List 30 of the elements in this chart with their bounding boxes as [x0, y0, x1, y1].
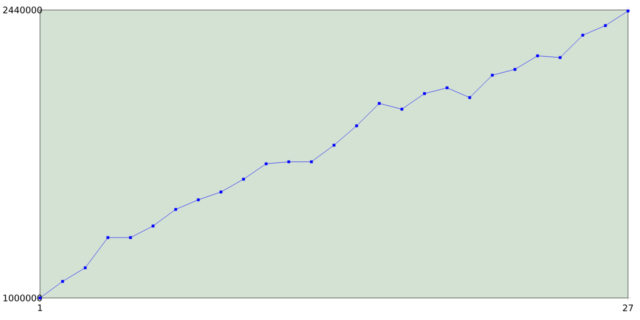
point: [378, 102, 381, 105]
point: [604, 24, 607, 27]
point: [581, 34, 584, 37]
point: [558, 56, 562, 59]
point: [220, 190, 222, 194]
point: [514, 68, 516, 71]
point: [355, 124, 358, 128]
y-tick-label: 1000000: [4, 294, 42, 302]
point: [106, 236, 110, 239]
point: [536, 54, 539, 58]
x-tick-label: 1: [38, 304, 42, 312]
point: [310, 160, 313, 164]
point: [152, 224, 154, 228]
point: [61, 280, 64, 283]
point: [400, 108, 404, 111]
point: [490, 74, 494, 77]
point: [468, 96, 472, 99]
y-tick-label: 2440000: [3, 6, 42, 14]
point: [264, 162, 268, 166]
point: [242, 178, 245, 181]
point: [626, 10, 630, 12]
point: [129, 236, 132, 239]
point: [423, 92, 426, 95]
point: [446, 86, 448, 90]
point: [332, 144, 336, 147]
point: [196, 198, 200, 202]
x-tick-label: 27: [622, 304, 633, 312]
point: [287, 160, 290, 164]
point: [84, 266, 87, 270]
point: [174, 208, 178, 211]
